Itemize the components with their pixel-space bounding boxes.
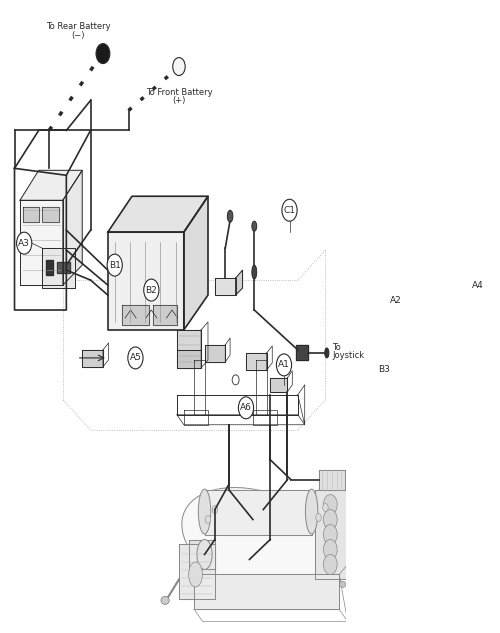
Circle shape [172, 58, 185, 75]
Polygon shape [46, 260, 52, 275]
Circle shape [276, 354, 291, 376]
Text: A4: A4 [472, 280, 484, 289]
Ellipse shape [340, 582, 346, 587]
Polygon shape [296, 345, 308, 360]
Circle shape [322, 504, 328, 511]
Polygon shape [20, 170, 82, 200]
Ellipse shape [161, 596, 170, 605]
Text: A1: A1 [278, 360, 290, 370]
Circle shape [324, 510, 337, 530]
Ellipse shape [182, 487, 344, 601]
Ellipse shape [228, 210, 233, 222]
Circle shape [96, 44, 110, 63]
Polygon shape [108, 196, 208, 232]
Text: A3: A3 [18, 239, 30, 248]
Polygon shape [318, 470, 345, 489]
Polygon shape [236, 270, 242, 295]
Text: To: To [332, 344, 341, 353]
Circle shape [232, 375, 239, 385]
Circle shape [128, 347, 143, 369]
Circle shape [16, 232, 32, 254]
Text: Joystick: Joystick [332, 351, 364, 360]
Polygon shape [152, 305, 177, 325]
Polygon shape [270, 378, 287, 392]
Circle shape [282, 199, 297, 221]
Polygon shape [20, 200, 63, 285]
Polygon shape [184, 196, 208, 330]
Text: B2: B2 [146, 285, 157, 294]
Circle shape [107, 254, 122, 276]
Polygon shape [315, 489, 346, 579]
Polygon shape [190, 539, 215, 570]
Circle shape [144, 279, 159, 301]
Polygon shape [42, 248, 76, 288]
Text: A6: A6 [240, 403, 252, 412]
Circle shape [324, 525, 337, 544]
Polygon shape [122, 305, 150, 325]
Circle shape [470, 274, 485, 296]
Text: A5: A5 [130, 353, 141, 363]
Polygon shape [179, 544, 215, 599]
Circle shape [324, 539, 337, 560]
Polygon shape [194, 574, 340, 610]
Text: A2: A2 [390, 296, 402, 304]
Text: B1: B1 [109, 261, 120, 270]
Circle shape [238, 397, 254, 419]
Circle shape [324, 494, 337, 515]
Polygon shape [177, 350, 201, 368]
Text: (−): (−) [72, 30, 85, 40]
Polygon shape [23, 207, 38, 222]
Text: To Front Battery: To Front Battery [146, 89, 212, 97]
Polygon shape [215, 278, 236, 295]
Polygon shape [58, 262, 70, 273]
Text: To Rear Battery: To Rear Battery [46, 22, 110, 30]
Polygon shape [204, 345, 226, 362]
Text: C1: C1 [284, 206, 296, 215]
Circle shape [324, 555, 337, 574]
Polygon shape [246, 353, 266, 370]
Text: (+): (+) [172, 96, 186, 106]
Ellipse shape [188, 562, 202, 587]
Polygon shape [177, 330, 201, 350]
Circle shape [212, 506, 218, 513]
Text: B3: B3 [378, 365, 390, 374]
Circle shape [388, 289, 404, 311]
Circle shape [205, 515, 211, 523]
Ellipse shape [198, 489, 211, 534]
Ellipse shape [306, 489, 318, 534]
Ellipse shape [252, 265, 256, 279]
Polygon shape [108, 232, 184, 330]
Polygon shape [42, 207, 60, 222]
Polygon shape [63, 170, 82, 285]
Ellipse shape [252, 221, 256, 231]
Circle shape [376, 359, 392, 381]
Polygon shape [204, 489, 312, 534]
Ellipse shape [197, 539, 212, 570]
Ellipse shape [325, 348, 329, 358]
Polygon shape [82, 350, 103, 367]
Circle shape [316, 513, 322, 522]
